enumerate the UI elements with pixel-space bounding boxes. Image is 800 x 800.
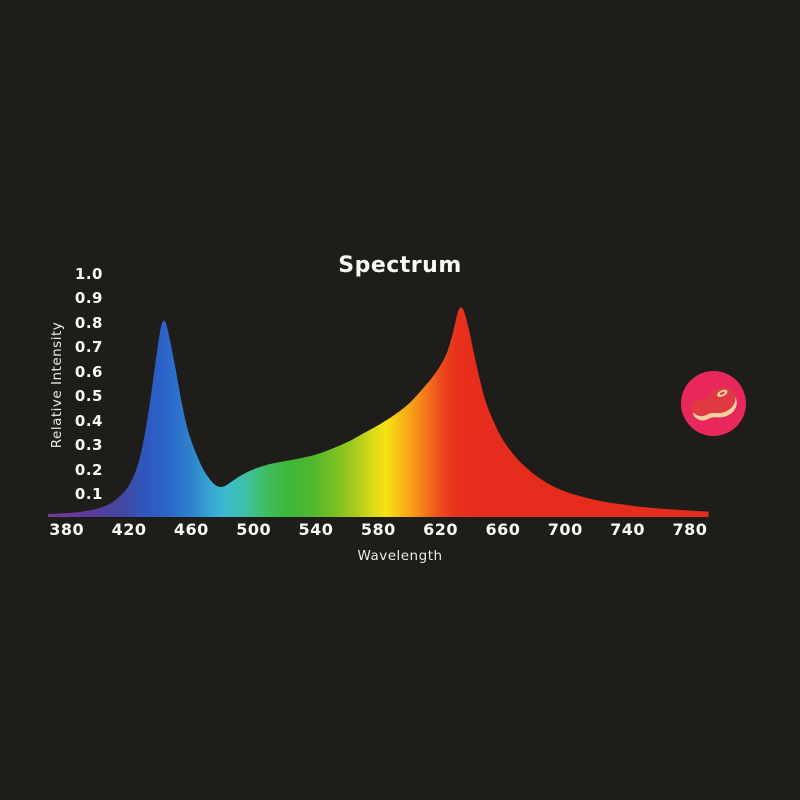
y-tick-label: 0.4 [74,411,103,430]
x-tick-label: 460 [173,520,209,539]
y-tick-label: 1.0 [74,264,103,283]
x-tick-label: 500 [236,520,272,539]
y-tick-label: 0.5 [74,387,103,405]
y-tick-label: 0.9 [74,289,103,307]
x-tick-label: 780 [672,520,708,539]
x-tick-label: 540 [298,520,334,539]
x-tick-label: 580 [360,520,396,539]
x-tick-label: 420 [111,520,147,539]
y-tick-label: 0.3 [74,436,103,454]
meat-badge[interactable] [680,370,747,437]
y-tick-label: 0.8 [74,313,103,332]
x-tick-label: 620 [423,520,459,539]
spectrum-curve [48,307,709,517]
y-tick-label: 0.1 [74,485,103,503]
x-tick-label: 660 [485,520,521,539]
x-tick-label: 740 [610,520,646,539]
steak-icon [681,371,746,436]
x-tick-label: 700 [547,520,583,539]
x-axis-label: Wavelength [357,548,443,564]
x-tick-label: 380 [49,520,85,539]
y-tick-label: 0.2 [74,460,103,479]
y-tick-label: 0.6 [74,362,103,381]
y-tick-label: 0.7 [74,338,103,356]
chart-title: Spectrum [338,253,462,278]
